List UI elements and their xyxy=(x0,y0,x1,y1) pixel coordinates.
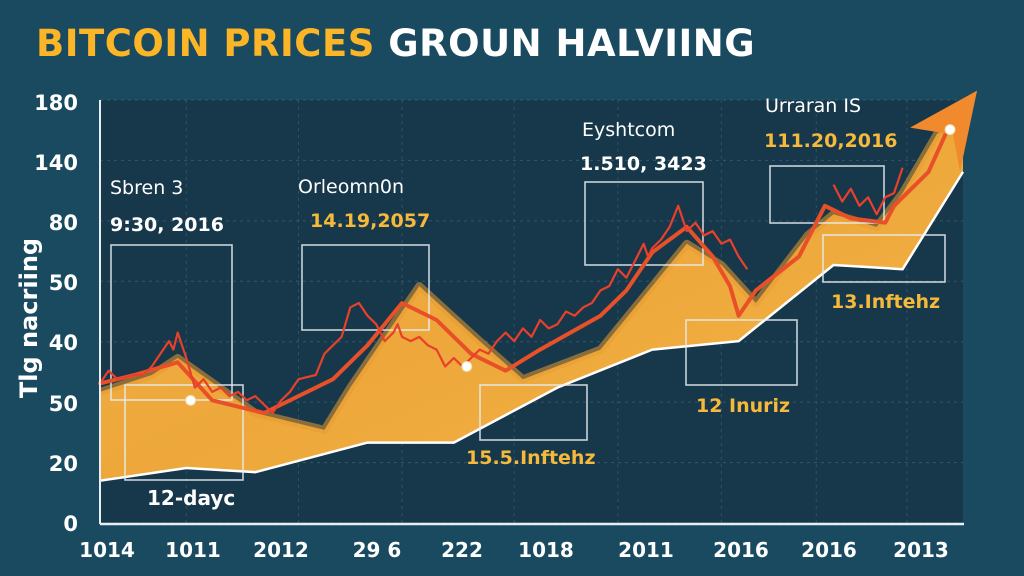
annotation-label: Urraran IS xyxy=(765,95,861,117)
annotation-date: 14.19,2057 xyxy=(310,210,430,232)
line-layer xyxy=(98,131,948,415)
data-point-marker xyxy=(185,394,197,406)
arrow-layer xyxy=(910,90,978,172)
area-bottom-edge xyxy=(99,171,965,482)
area-top-shade xyxy=(98,113,966,434)
chart-title-part1: BITCOIN PRICES xyxy=(36,22,375,65)
callout-box xyxy=(110,244,233,401)
x-tick-label: 1011 xyxy=(165,538,221,562)
data-point-marker xyxy=(461,360,473,372)
annotation-label: Eyshtcom xyxy=(582,119,675,141)
x-tick-label: 222 xyxy=(441,538,483,562)
annotation-label: 12-dayc xyxy=(147,486,235,510)
x-tick-label: 1018 xyxy=(518,538,574,562)
annotation-date: 111.20,2016 xyxy=(764,130,897,152)
annotation-label: 15.5.Inftehz xyxy=(466,447,596,469)
annotation-label: 12 Inuriz xyxy=(696,395,790,417)
x-tick-label: 2011 xyxy=(618,538,674,562)
callout-boxes xyxy=(110,165,946,481)
x-tick-label: 2016 xyxy=(801,538,857,562)
annotation-label: Sbren 3 xyxy=(110,177,183,199)
annotation-date: 9:30, 2016 xyxy=(110,214,224,236)
x-tick-labels: 1014 1011 2012 29 6 222 1018 2011 2016 2… xyxy=(79,538,949,562)
y-tick-labels: 180 140 80 50 40 50 20 0 xyxy=(34,91,78,536)
chart-title-part2: GROUN HALVIING xyxy=(388,22,756,65)
callout-box xyxy=(301,244,430,331)
callout-box xyxy=(822,234,946,283)
y-tick-label: 80 xyxy=(49,211,78,235)
y-tick-label: 0 xyxy=(63,512,78,536)
callout-box xyxy=(685,319,798,386)
y-tick-label: 20 xyxy=(49,452,78,476)
y-tick-label: 40 xyxy=(49,331,78,355)
annotation-label: Orleomn0n xyxy=(298,176,404,198)
chart-title: BITCOIN PRICES GROUN HALVIING xyxy=(36,20,755,68)
x-tick-label: 2016 xyxy=(713,538,769,562)
y-tick-label: 50 xyxy=(49,271,78,295)
trend-arrow-head xyxy=(910,90,978,172)
callout-box xyxy=(124,384,244,481)
callout-box xyxy=(479,384,588,441)
x-tick-label: 1014 xyxy=(79,538,135,562)
x-tick-label: 2013 xyxy=(893,538,949,562)
x-tick-label: 29 6 xyxy=(353,538,402,562)
annotation-label: 13.Inftehz xyxy=(831,291,940,313)
trend-line xyxy=(98,131,948,415)
x-tick-label: 2012 xyxy=(253,538,309,562)
price-line-tail xyxy=(832,167,904,216)
data-point-marker xyxy=(944,124,956,136)
y-axis-label: Tlg nacriing xyxy=(15,238,43,398)
y-tick-label: 180 xyxy=(34,91,78,115)
annotations: Sbren 3 9:30, 2016 Orleomn0n 14.19,2057 … xyxy=(110,95,940,510)
annotation-date: 1.510, 3423 xyxy=(580,153,707,175)
area-layer xyxy=(98,113,966,482)
callout-box xyxy=(769,165,885,224)
y-tick-label: 50 xyxy=(49,392,78,416)
y-tick-label: 140 xyxy=(34,151,78,175)
marker-layer xyxy=(185,124,956,406)
price-line xyxy=(99,204,749,415)
